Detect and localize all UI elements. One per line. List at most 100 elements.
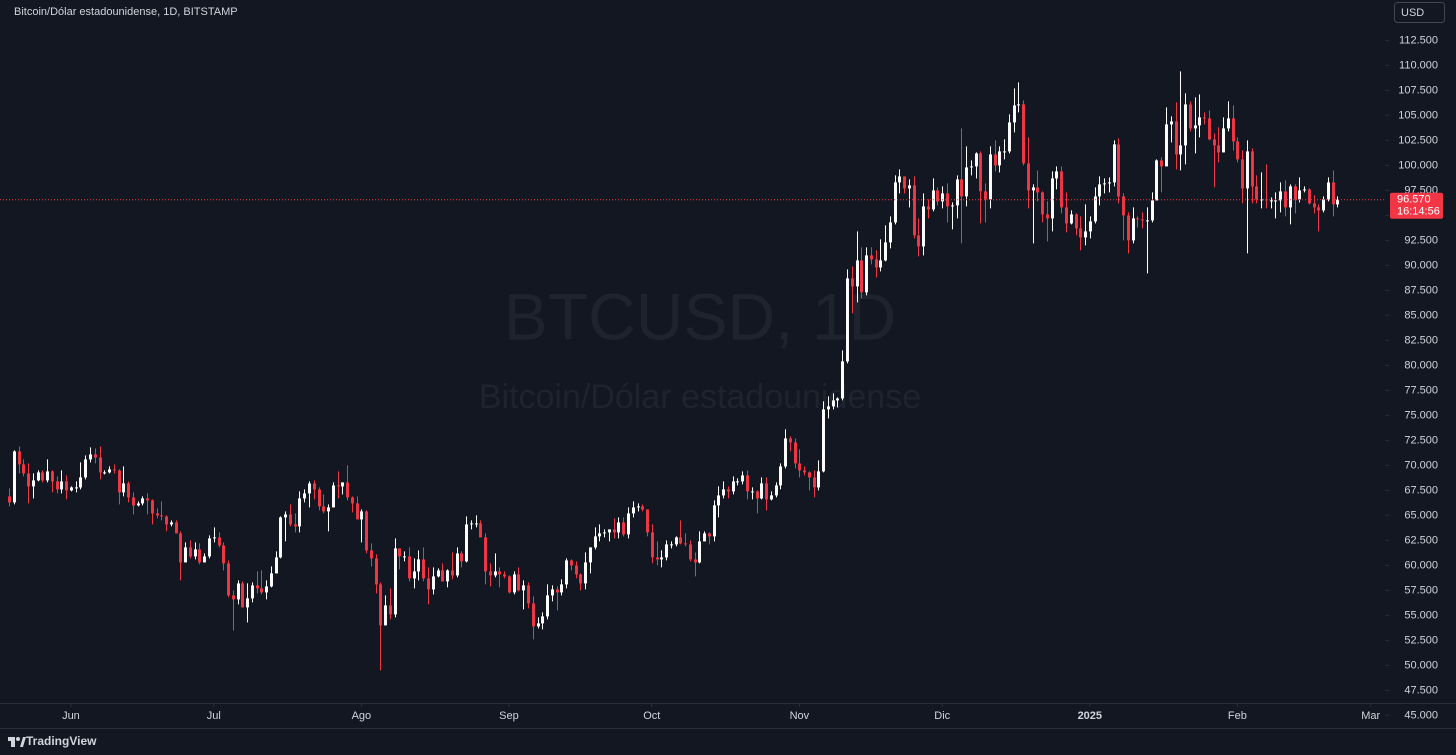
candle-body	[656, 557, 659, 560]
candle-body	[270, 573, 273, 587]
candle-body	[879, 260, 882, 268]
candle-body	[260, 588, 263, 593]
candle-body	[137, 503, 140, 506]
candle-body	[322, 506, 325, 512]
candle-body	[989, 154, 992, 200]
candle-body	[232, 595, 235, 600]
candle-body	[1008, 122, 1011, 152]
candle-body	[456, 553, 459, 576]
candle-body	[27, 473, 30, 487]
candle-body	[922, 206, 925, 247]
candle-body	[384, 605, 387, 626]
candle-body	[565, 560, 568, 585]
candle-body	[1046, 214, 1049, 219]
candle-body	[817, 471, 820, 488]
candle-body	[979, 153, 982, 192]
y-tick-label: 52.500	[1404, 634, 1438, 646]
candle-body	[1232, 118, 1235, 142]
candle-body	[1036, 187, 1039, 193]
candle-body	[265, 586, 268, 593]
candle-body	[165, 516, 168, 525]
candle-body	[698, 541, 701, 563]
candle-body	[65, 481, 68, 491]
candle-body	[703, 533, 706, 542]
candle-body	[617, 522, 620, 533]
candle-body	[1332, 182, 1335, 205]
candle-body	[836, 398, 839, 401]
candle-body	[227, 563, 230, 596]
candle-body	[337, 485, 340, 487]
candle-body	[403, 556, 406, 558]
candle-body	[1113, 144, 1116, 183]
candle-body	[860, 260, 863, 293]
candle-body	[1313, 203, 1316, 208]
candle-body	[1227, 118, 1230, 129]
candle-body	[1136, 218, 1139, 220]
candle-body	[1027, 163, 1030, 191]
plot-area	[8, 71, 1339, 671]
candle-body	[717, 495, 720, 506]
candle-body	[365, 511, 368, 551]
candle-body	[246, 598, 249, 608]
candle-body	[732, 481, 735, 492]
candle-body	[256, 585, 259, 589]
candle-body	[641, 506, 644, 510]
candle-body	[941, 193, 944, 202]
x-tick-label: Oct	[643, 710, 660, 722]
y-tick-label: 82.500	[1404, 334, 1438, 346]
candle-body	[789, 438, 792, 443]
candle-body	[708, 533, 711, 537]
candle-body	[1336, 199, 1339, 205]
candle-body	[241, 583, 244, 608]
candle-body	[1051, 178, 1054, 219]
candle-body	[75, 487, 78, 489]
candle-body	[1103, 183, 1106, 185]
last-price-box	[1390, 192, 1443, 219]
candle-body	[1284, 191, 1287, 208]
candle-body	[722, 489, 725, 496]
candle-body	[746, 475, 749, 492]
candle-body	[465, 524, 468, 562]
candle-body	[670, 544, 673, 546]
y-tick-label: 85.000	[1404, 309, 1438, 321]
candle-body	[427, 578, 430, 590]
candle-body	[970, 166, 973, 168]
candle-body	[822, 409, 825, 472]
candle-body	[303, 493, 306, 499]
candle-body	[1179, 145, 1182, 155]
candle-body	[179, 533, 182, 563]
y-tick-label: 75.000	[1404, 409, 1438, 421]
candle-body	[798, 463, 801, 471]
currency-button[interactable]	[1394, 2, 1445, 23]
candle-body	[589, 547, 592, 563]
candle-body	[1279, 191, 1282, 201]
candle-body	[203, 556, 206, 563]
candle-body	[908, 185, 911, 189]
candle-body	[308, 483, 311, 494]
candle-body	[765, 483, 768, 500]
candle-body	[1070, 214, 1073, 224]
candle-body	[451, 570, 454, 576]
candle-body	[103, 472, 106, 474]
candle-body	[1089, 221, 1092, 232]
candle-body	[1246, 151, 1249, 189]
candle-body	[684, 543, 687, 545]
candle-body	[770, 495, 773, 500]
candle-body	[1160, 160, 1163, 167]
y-tick-label: 105.000	[1398, 109, 1438, 121]
candle-body	[832, 400, 835, 407]
candle-body	[237, 583, 240, 600]
candle-body	[1170, 121, 1173, 125]
candle-body	[41, 472, 44, 481]
candle-body	[856, 260, 859, 287]
candle-body	[522, 585, 525, 591]
candle-body	[622, 522, 625, 535]
candle-body	[379, 584, 382, 626]
candle-body	[575, 565, 578, 575]
candle-body	[1146, 220, 1149, 222]
last-price-label: 96.570	[1397, 194, 1431, 206]
candle-body	[99, 457, 102, 473]
candle-body	[679, 537, 682, 544]
candle-body	[1236, 141, 1239, 160]
candle-body	[560, 584, 563, 593]
